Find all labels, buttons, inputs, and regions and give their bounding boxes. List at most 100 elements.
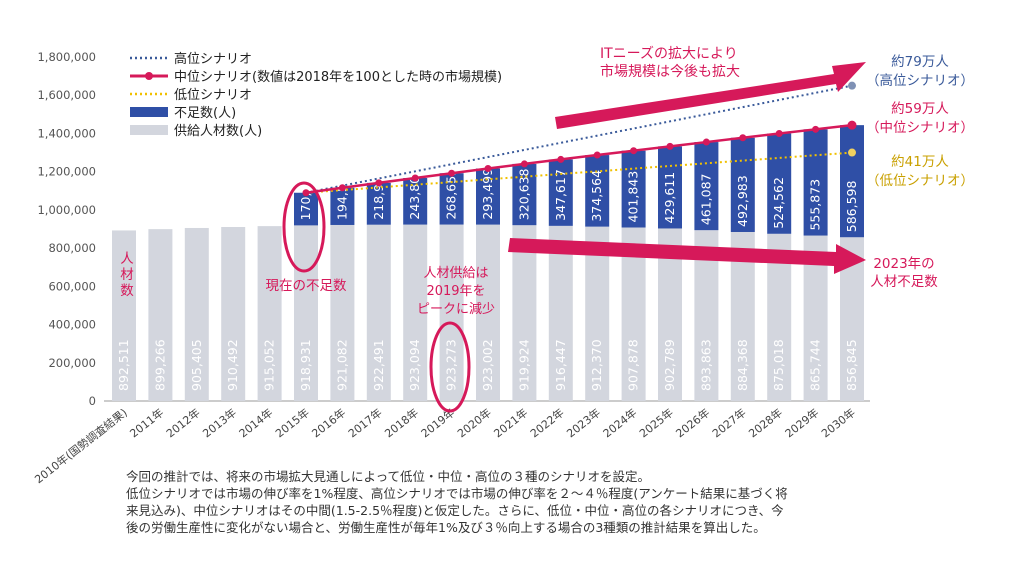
supply-value-label: 865,744	[808, 339, 823, 391]
shortage-bar	[767, 133, 792, 234]
market-growth-text: 市場規模は今後も拡大	[600, 63, 740, 80]
y-tick-label: 200,000	[48, 356, 96, 370]
mid-scenario-point	[739, 134, 747, 142]
mid-scenario-point	[812, 125, 820, 133]
x-tick-label: 2022年	[527, 405, 566, 440]
mid-end-label: 約59万人	[891, 101, 949, 117]
x-tick-label: 2027年	[709, 405, 748, 440]
low-end-label: 約41万人	[891, 154, 949, 170]
x-tick-label: 2025年	[636, 405, 675, 440]
supply-value-label: 905,405	[189, 339, 204, 391]
shortage-bar	[803, 129, 828, 236]
mid-end-label: （中位シナリオ）	[866, 120, 974, 136]
supply-bar	[294, 225, 318, 401]
mid-scenario-point	[375, 179, 383, 187]
y-tick-label: 400,000	[48, 318, 96, 332]
supply-value-label: 918,931	[298, 339, 313, 391]
supply-value-label: 919,924	[516, 339, 531, 391]
mid-scenario-point	[630, 147, 638, 155]
x-tick-label: 2020年	[454, 405, 493, 440]
peak-ellipse	[429, 321, 471, 413]
supply-bar	[221, 226, 246, 401]
supply-bar	[257, 226, 282, 401]
shortage-bar	[330, 187, 355, 225]
shortage-trend-text: 2023年の	[873, 256, 934, 272]
supply-value-label: 902,789	[662, 339, 677, 391]
x-tick-label: 2024年	[600, 405, 639, 440]
y-tick-label: 0	[89, 394, 96, 408]
shortage-bar	[730, 137, 755, 232]
market-growth-arrow	[555, 62, 866, 129]
footnote-line: 低位シナリオでは市場の伸び率を1%程度、高位シナリオでは市場の伸び率を２～４％程…	[126, 486, 788, 501]
mid-scenario-line	[305, 123, 853, 194]
mid-scenario-point	[338, 184, 346, 192]
mid-scenario-point	[302, 189, 310, 197]
shortage-trend-arrow	[508, 238, 866, 274]
high-end-label: 約79万人	[891, 54, 949, 70]
shortage-value-label: 555,873	[808, 179, 823, 231]
shortage-bar	[658, 146, 682, 229]
mid-scenario-point	[557, 155, 565, 163]
y-tick-label: 1,600,000	[37, 88, 96, 102]
supply-value-label: 884,368	[735, 339, 750, 391]
x-tick-label: 2017年	[345, 405, 384, 440]
jinzai-label: 人	[120, 251, 134, 267]
legend-supply-label: 供給人材数(人)	[174, 124, 262, 139]
shortage-bar	[585, 155, 610, 227]
shortage-value-label: 320,638	[516, 168, 531, 220]
x-tick-label: 2023年	[564, 405, 603, 440]
mid-scenario-point	[666, 142, 674, 150]
supply-value-label: 915,052	[262, 339, 277, 391]
supply-bar	[148, 229, 173, 401]
shortage-value-label: 374,564	[589, 170, 604, 222]
shortage-trend-text: 人材不足数	[870, 274, 938, 290]
x-tick-label: 2021年	[491, 405, 530, 440]
supply-value-label: 923,002	[480, 339, 495, 391]
y-tick-label: 600,000	[48, 279, 96, 293]
shortage-bar	[694, 142, 719, 231]
jinzai-label: 材	[120, 267, 134, 283]
legend-mid-marker	[145, 72, 153, 80]
supply-bar	[330, 224, 355, 401]
supply-value-label: 922,491	[371, 339, 386, 391]
mid-scenario-point	[411, 174, 419, 182]
high-end-label: （高位シナリオ）	[866, 72, 974, 89]
supply-value-label: 875,018	[771, 339, 786, 391]
current-shortage-ellipse	[282, 181, 326, 273]
x-tick-label: 2013年	[200, 405, 239, 440]
shortage-bar	[366, 182, 391, 225]
supply-bar	[366, 224, 391, 401]
x-tick-label: 2010年(国勢調査結果)	[32, 405, 130, 486]
current-shortage-label: 現在の不足数	[266, 278, 347, 294]
low-scenario-end-marker	[848, 148, 856, 157]
mid-scenario-point	[484, 165, 492, 173]
shortage-value-label: 347,617	[553, 169, 568, 221]
supply-value-label: 892,511	[116, 339, 131, 391]
low-scenario-line	[305, 151, 853, 194]
supply-value-label: 893,863	[698, 339, 713, 391]
shortage-value-label: 293,499	[480, 168, 495, 220]
supply-value-label: 856,845	[844, 339, 859, 391]
y-tick-label: 1,200,000	[37, 165, 96, 179]
x-tick-label: 2012年	[163, 405, 202, 440]
legend-high-label: 高位シナリオ	[174, 51, 252, 67]
peak-label: 2019年を	[426, 284, 485, 299]
supply-value-label: 923,094	[407, 339, 422, 391]
shortage-bar	[294, 192, 318, 226]
supply-value-label: 923,273	[444, 339, 459, 391]
supply-value-label: 910,492	[225, 339, 240, 391]
peak-label: 人材供給は	[423, 266, 488, 281]
low-end-label: （低位シナリオ）	[866, 173, 974, 189]
x-tick-label: 2018年	[382, 405, 421, 440]
x-tick-label: 2026年	[673, 405, 712, 440]
footnote-line: 今回の推計では、将来の市場拡大見通しによって低位・中位・高位の３種のシナリオを設…	[126, 469, 651, 484]
x-tick-label: 2014年	[236, 405, 275, 440]
mid-scenario-point	[448, 169, 456, 177]
legend-shortage-label: 不足数(人)	[174, 106, 236, 121]
y-tick-label: 1,000,000	[37, 203, 96, 217]
supply-bar	[439, 224, 464, 401]
supply-bar	[403, 224, 428, 401]
shortage-value-label: 218,976	[371, 168, 386, 220]
supply-bar	[476, 224, 500, 401]
supply-value-label: 916,447	[553, 339, 568, 391]
